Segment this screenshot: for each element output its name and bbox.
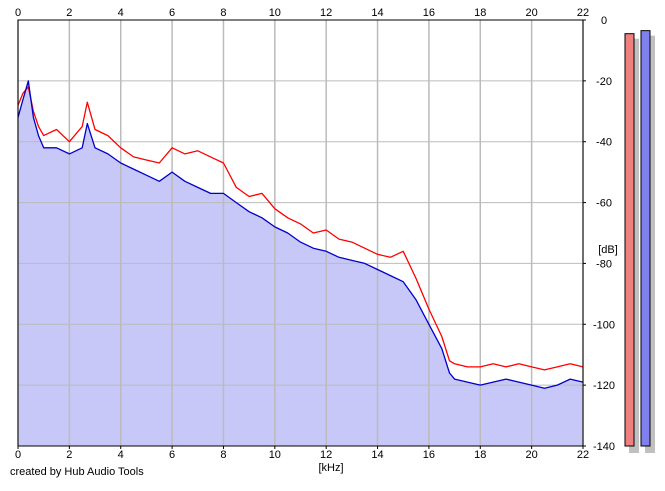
level-meters xyxy=(624,30,655,454)
series-layer xyxy=(17,80,584,389)
x-tick-label-bottom: 6 xyxy=(169,449,175,461)
x-tick-label-top: 18 xyxy=(474,7,486,19)
x-tick-label-bottom: 14 xyxy=(371,449,383,461)
x-axis-label: [kHz] xyxy=(318,462,343,474)
level-meter-right xyxy=(640,30,651,447)
x-tick-label-bottom: 22 xyxy=(577,449,589,461)
x-tick-label-top: 6 xyxy=(169,7,175,19)
x-tick-label-top: 8 xyxy=(220,7,226,19)
x-tick-label-bottom: 4 xyxy=(118,449,124,461)
series-line-blue xyxy=(17,80,584,389)
y-tick-label: -140 xyxy=(593,441,615,453)
x-tick-label-bottom: 18 xyxy=(474,449,486,461)
x-tick-label-bottom: 8 xyxy=(220,449,226,461)
x-tick-label-bottom: 12 xyxy=(320,449,332,461)
y-tick-label: -80 xyxy=(596,258,612,270)
x-tick-label-bottom: 20 xyxy=(526,449,538,461)
x-tick-label-top: 10 xyxy=(269,7,281,19)
series-line-red xyxy=(17,86,584,371)
x-tick-label-bottom: 0 xyxy=(15,449,21,461)
x-tick-label-top: 2 xyxy=(66,7,72,19)
y-axis-label: [dB] xyxy=(598,244,618,256)
axis-layer: 002244668810101212141416161818202022220-… xyxy=(15,7,618,474)
x-tick-label-top: 22 xyxy=(577,7,589,19)
y-tick-label: 0 xyxy=(601,15,607,27)
x-tick-label-bottom: 16 xyxy=(423,449,435,461)
x-tick-label-top: 16 xyxy=(423,7,435,19)
x-tick-label-top: 4 xyxy=(118,7,124,19)
x-tick-label-top: 0 xyxy=(15,7,21,19)
y-tick-label: -20 xyxy=(596,76,612,88)
plot-frame xyxy=(17,19,584,447)
x-tick-label-bottom: 10 xyxy=(269,449,281,461)
x-tick-label-top: 14 xyxy=(371,7,383,19)
x-tick-label-bottom: 2 xyxy=(66,449,72,461)
level-meter-left xyxy=(624,33,635,447)
y-tick-label: -40 xyxy=(596,137,612,149)
x-tick-label-top: 12 xyxy=(320,7,332,19)
y-tick-label: -120 xyxy=(593,380,615,392)
y-tick-label: -60 xyxy=(596,198,612,210)
credit-text: created by Hub Audio Tools xyxy=(10,466,144,478)
y-tick-label: -100 xyxy=(593,319,615,331)
x-tick-label-top: 20 xyxy=(526,7,538,19)
